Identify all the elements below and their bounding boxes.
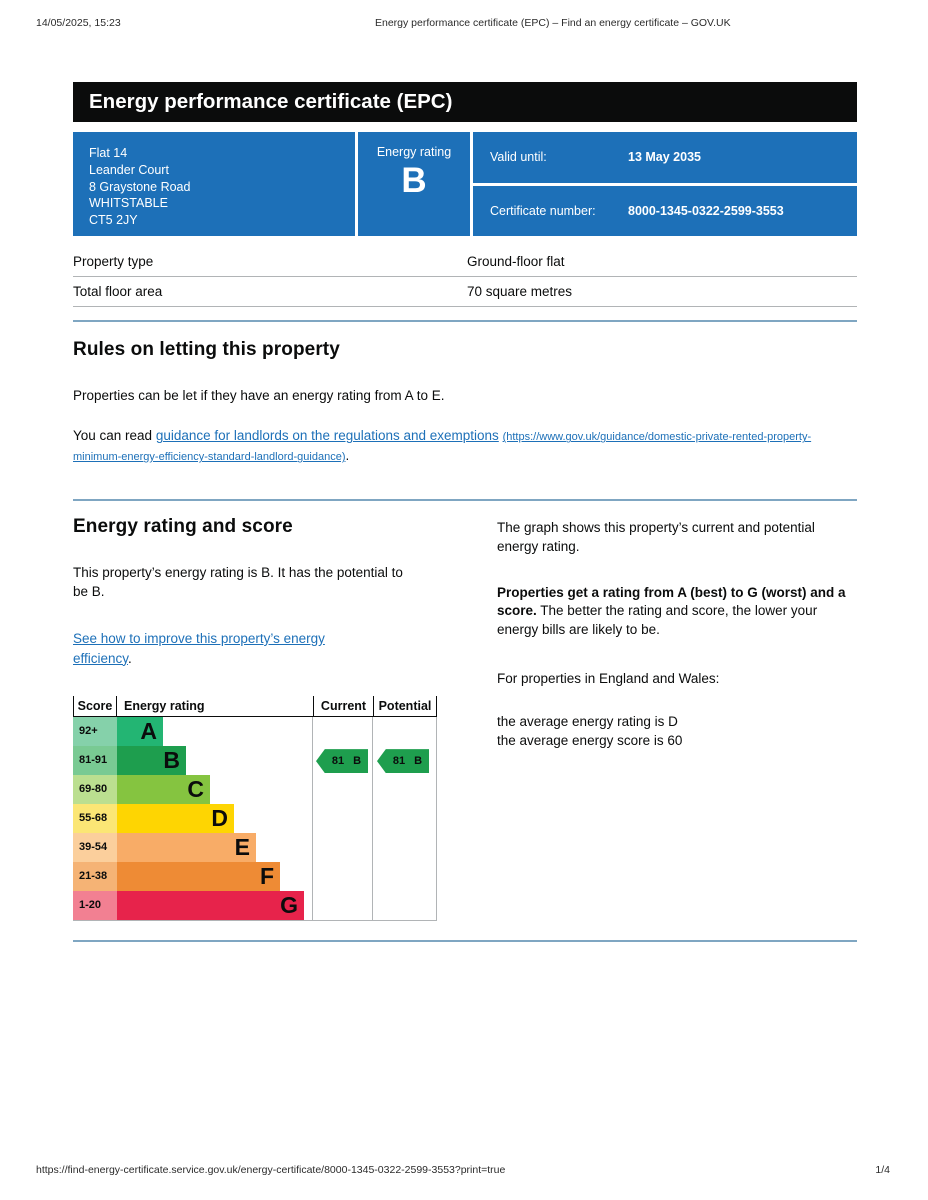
address-line-1: Flat 14 <box>89 146 128 160</box>
epc-band-row-d: 55-68 D <box>73 804 437 834</box>
energy-rating-section: Energy rating and score This property’s … <box>73 516 857 943</box>
floor-area-value: 70 square metres <box>467 276 857 307</box>
potential-rating-arrow: 81 B <box>377 749 429 774</box>
band-bar-b: B <box>117 746 186 776</box>
landlord-guidance-link-url[interactable]: (https://www.gov.uk/guidance/domestic-pr… <box>73 431 812 464</box>
table-row: Property type Ground-floor flat <box>73 247 857 277</box>
band-bar-d: D <box>117 804 234 834</box>
property-type-value: Ground-floor flat <box>467 247 857 277</box>
graph-intro: The graph shows this property’s current … <box>497 520 815 554</box>
section-divider <box>73 940 857 943</box>
band-bar-g: G <box>117 891 304 921</box>
section-divider <box>73 499 857 502</box>
certificate-title-bar: Energy performance certificate (EPC) <box>73 82 857 122</box>
property-address: Flat 14 Leander Court 8 Graystone Road W… <box>73 132 355 236</box>
band-bar-f: F <box>117 862 280 892</box>
epc-band-row-b: 81-91 B <box>73 746 437 776</box>
improve-efficiency-link[interactable]: See how to improve this property’s energ… <box>73 630 325 666</box>
guidance-text-suffix: . <box>345 448 350 464</box>
band-bar-c: C <box>117 775 210 805</box>
guidance-text-prefix: You can read <box>73 428 156 444</box>
rules-heading: Rules on letting this property <box>73 339 340 360</box>
guidance-paragraph: You can read guidance for landlords on t… <box>73 426 857 466</box>
print-page-number: 1/4 <box>875 1164 890 1176</box>
current-score: 81 <box>331 755 345 768</box>
epc-band-row-g: 1-20 G <box>73 891 437 921</box>
browser-print-header: 14/05/2025, 15:23 Energy performance cer… <box>36 17 892 31</box>
certificate-meta: Valid until: 13 May 2035 Certificate num… <box>473 132 857 236</box>
energy-rating-value: B <box>401 161 427 200</box>
print-datetime: 14/05/2025, 15:23 <box>36 17 121 29</box>
score-range-f: 21-38 <box>73 862 117 892</box>
address-line-2: Leander Court <box>89 162 169 177</box>
national-averages: the average energy rating is D the avera… <box>497 713 857 750</box>
table-row: Total floor area 70 square metres <box>73 276 857 307</box>
band-bar-a: A <box>117 717 163 747</box>
landlord-guidance-link[interactable]: guidance for landlords on the regulation… <box>155 428 499 444</box>
certificate-title: Energy performance certificate (EPC) <box>89 90 453 113</box>
rating-explainer-bold: Properties get a rating from A (best) to… <box>497 584 846 619</box>
browser-print-footer: https://find-energy-certificate.service.… <box>36 1164 892 1178</box>
floor-area-label: Total floor area <box>73 276 467 307</box>
current-column-divider <box>312 717 313 921</box>
score-range-g: 1-20 <box>73 891 117 921</box>
energy-rating-cell: Energy rating B <box>358 132 470 236</box>
improve-suffix: . <box>128 650 132 666</box>
rating-right-column: The graph shows this property’s current … <box>497 516 857 942</box>
certificate-summary-box: Flat 14 Leander Court 8 Graystone Road W… <box>73 132 857 236</box>
chart-right-border <box>436 717 437 921</box>
current-column-header: Current <box>313 696 373 717</box>
potential-column-divider <box>372 717 373 921</box>
certificate-number-label: Certificate number: <box>490 203 596 218</box>
england-wales-intro: For properties in England and Wales: <box>497 671 720 687</box>
certificate-number-row: Certificate number: 8000-1345-0322-2599-… <box>473 185 857 236</box>
print-page-title: Energy performance certificate (EPC) – F… <box>375 17 731 29</box>
score-range-a: 92+ <box>73 717 117 747</box>
score-range-e: 39-54 <box>73 833 117 863</box>
epc-band-row-a: 92+ A <box>73 717 437 747</box>
score-column-header: Score <box>73 696 117 717</box>
epc-rating-chart: Score Energy rating Current Potential 92… <box>73 696 437 922</box>
improve-paragraph: See how to improve this property’s energ… <box>73 629 373 668</box>
valid-until-label: Valid until: <box>490 150 547 165</box>
address-line-4: WHITSTABLE <box>89 196 168 211</box>
property-facts-table: Property type Ground-floor flat Total fl… <box>73 247 857 307</box>
band-bar-e: E <box>117 833 256 863</box>
score-range-d: 55-68 <box>73 804 117 834</box>
valid-until-row: Valid until: 13 May 2035 <box>473 132 857 183</box>
energy-rating-column-header: Energy rating <box>124 699 205 714</box>
epc-band-row-e: 39-54 E <box>73 833 437 863</box>
rating-explainer-rest: The better the rating and score, the low… <box>497 603 818 637</box>
potential-column-header: Potential <box>373 696 437 717</box>
energy-rating-label: Energy rating <box>376 145 452 159</box>
epc-chart-header: Score Energy rating Current Potential <box>73 696 437 718</box>
potential-band: B <box>414 755 423 768</box>
average-rating-line: the average energy rating is D <box>497 714 678 730</box>
current-rating-arrow: 81 B <box>316 749 368 774</box>
rating-summary: This property’s energy rating is B. It h… <box>73 565 403 599</box>
current-band: B <box>353 755 362 768</box>
rating-explainer: Properties get a rating from A (best) to… <box>497 584 857 639</box>
epc-band-row-c: 69-80 C <box>73 775 437 805</box>
section-divider <box>73 320 857 322</box>
address-line-5: CT5 2JY <box>89 213 138 227</box>
score-range-c: 69-80 <box>73 775 117 805</box>
epc-band-row-f: 21-38 F <box>73 862 437 892</box>
print-url: https://find-energy-certificate.service.… <box>36 1164 506 1176</box>
potential-score: 81 <box>392 755 406 768</box>
address-line-3: 8 Graystone Road <box>89 179 191 194</box>
score-range-b: 81-91 <box>73 746 117 776</box>
rules-paragraph: Properties can be let if they have an en… <box>73 388 445 403</box>
valid-until-value: 13 May 2035 <box>628 150 701 165</box>
average-score-line: the average energy score is 60 <box>497 732 683 748</box>
energy-rating-heading: Energy rating and score <box>73 516 293 538</box>
property-type-label: Property type <box>73 247 467 277</box>
certificate-number-value: 8000-1345-0322-2599-3553 <box>628 203 784 218</box>
certificate-content: Energy performance certificate (EPC) Fla… <box>73 82 857 943</box>
rating-left-column: Energy rating and score This property’s … <box>73 516 857 943</box>
